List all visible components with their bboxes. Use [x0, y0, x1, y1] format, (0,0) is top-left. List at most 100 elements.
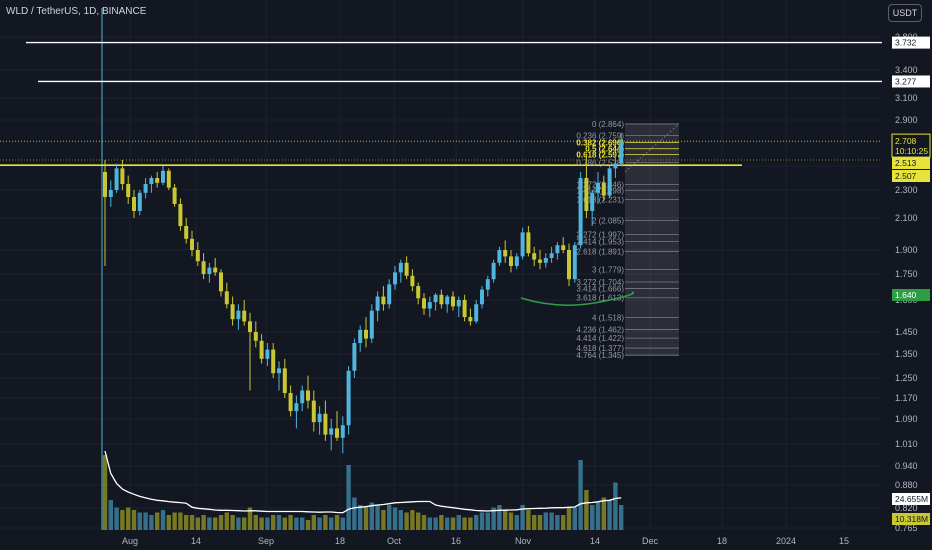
candle-body-59	[445, 296, 450, 305]
volume-bar-15	[189, 515, 195, 530]
volume-bar-88	[613, 482, 618, 530]
candle-body-35	[306, 390, 310, 401]
fib-label-18: 4.236 (1.462)	[576, 325, 624, 334]
price-tag-1640: 1.640	[895, 290, 917, 300]
volume-bar-33	[294, 517, 299, 530]
candle-body-65	[480, 289, 484, 305]
volume-ma-tag: 24.655M	[895, 494, 928, 504]
candle-body-89	[619, 140, 624, 164]
candle-body-53	[410, 275, 415, 287]
volume-bar-73	[526, 510, 531, 530]
y-tick-20: 0.765	[895, 523, 918, 533]
candle-body-30	[277, 368, 281, 374]
candle-body-34	[300, 390, 305, 404]
volume-bar-56	[427, 517, 432, 530]
candle-body-61	[456, 300, 461, 307]
fib-label-0: 0 (2.864)	[592, 120, 624, 129]
y-tick-17: 0.940	[895, 461, 918, 471]
candle-body-77	[549, 253, 554, 258]
candle-body-19	[213, 267, 218, 273]
y-tick-3: 2.900	[895, 115, 918, 125]
volume-bar-83	[584, 490, 589, 530]
x-tick-4: Oct	[387, 536, 402, 546]
candlesticks	[103, 133, 624, 454]
candle-body-33	[294, 403, 299, 412]
candle-body-32	[288, 393, 293, 412]
candle-body-45	[364, 329, 368, 339]
candle-body-5	[132, 197, 136, 211]
y-tick-9: 1.750	[895, 269, 918, 279]
candle-body-10	[161, 170, 165, 183]
volume-bar-36	[311, 515, 316, 530]
candle-body-54	[416, 286, 421, 299]
candle-body-60	[451, 296, 455, 307]
volume-bar-55	[421, 515, 427, 530]
volume-bar-58	[439, 515, 444, 530]
candle-body-66	[485, 279, 490, 290]
volume-ma-line	[104, 450, 622, 514]
volume-bar-85	[595, 502, 601, 530]
candle-body-81	[572, 245, 577, 280]
fib-label-7: 1.414 (2.298)	[576, 186, 624, 195]
time-axis[interactable]: Aug 14 Sep 18 Oct 16 Nov 14 Dec 18 2024 15	[122, 536, 849, 546]
currency-button[interactable]: USDT	[888, 4, 922, 22]
volume-bar-28	[265, 517, 270, 530]
candle-body-52	[404, 262, 409, 276]
candle-body-56	[427, 302, 432, 309]
volume-bar-16	[195, 517, 200, 530]
fib-label-17: 4 (1.518)	[592, 313, 624, 322]
volume-bar-41	[340, 517, 345, 530]
fib-label-1: 0.236 (2.759)	[576, 132, 624, 141]
volume-bar-6	[137, 512, 142, 530]
candle-body-9	[155, 178, 160, 183]
volume-bar-52	[404, 512, 409, 530]
volume-bar-78	[555, 515, 560, 530]
volume-bars	[102, 455, 624, 530]
candle-body-63	[468, 317, 473, 322]
y-tick-14: 1.170	[895, 393, 918, 403]
candle-body-50	[393, 272, 397, 285]
y-tick-13: 1.250	[895, 373, 918, 383]
fib-label-10: 2.272 (1.997)	[576, 230, 624, 239]
candle-body-44	[358, 329, 363, 343]
volume-bar-21	[224, 512, 229, 530]
fib-label-9: 2 (2.085)	[592, 216, 624, 225]
candle-body-13	[178, 204, 183, 226]
volume-bar-45	[363, 507, 369, 530]
fib-background	[625, 123, 679, 356]
horizontal-levels[interactable]	[0, 41, 882, 166]
x-tick-7: 14	[590, 536, 600, 546]
candle-body-64	[474, 304, 479, 322]
volume-bar-37	[317, 517, 322, 530]
candle-body-8	[149, 178, 154, 184]
candle-body-67	[491, 262, 496, 280]
candle-body-41	[340, 425, 345, 438]
price-axis[interactable]: 3.8003.4003.1002.9002.7002.5002.3002.100…	[895, 32, 918, 533]
volume-bar-82	[578, 460, 583, 530]
volume-bar-13	[178, 512, 183, 530]
candle-body-27	[259, 340, 264, 359]
y-tick-1: 3.400	[895, 65, 918, 75]
volume-bar-40	[334, 515, 340, 530]
volume-bar-8	[149, 515, 154, 530]
fib-label-19: 4.414 (1.422)	[576, 334, 624, 343]
candle-body-87	[607, 168, 612, 196]
last-price-tag: 2.708	[895, 136, 917, 146]
volume-bar-22	[230, 515, 235, 530]
candle-body-7	[143, 184, 148, 193]
candle-body-12	[172, 187, 177, 204]
volume-bar-2	[114, 507, 119, 530]
volume-bar-5	[131, 510, 137, 530]
volume-bar-63	[468, 517, 473, 530]
candle-body-17	[201, 261, 206, 274]
countdown-tag: 10:10:25	[895, 146, 928, 156]
y-tick-15: 1.090	[895, 414, 918, 424]
volume-bar-68	[497, 505, 502, 530]
volume-bar-57	[433, 517, 438, 530]
candle-body-76	[543, 258, 548, 263]
fib-retracement[interactable]: 0 (2.864) 0.236 (2.759)0.382 (2.696)0.5 (…	[576, 120, 680, 360]
volume-bar-7	[143, 512, 148, 530]
level-tag-3732: 3.732	[895, 38, 917, 48]
